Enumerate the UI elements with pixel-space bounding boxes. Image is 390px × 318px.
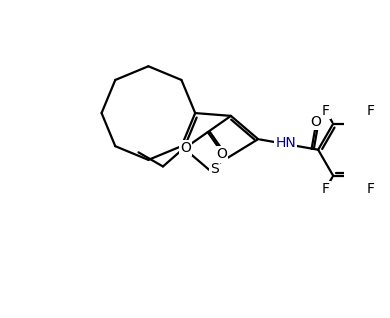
Text: O: O xyxy=(180,141,191,155)
Text: F: F xyxy=(322,182,330,196)
Text: S: S xyxy=(210,162,218,176)
Text: O: O xyxy=(310,115,321,129)
Text: O: O xyxy=(216,148,227,162)
Text: HN: HN xyxy=(276,136,296,150)
Text: F: F xyxy=(389,143,390,157)
Text: F: F xyxy=(367,104,375,118)
Text: F: F xyxy=(367,182,375,196)
Text: F: F xyxy=(322,104,330,118)
